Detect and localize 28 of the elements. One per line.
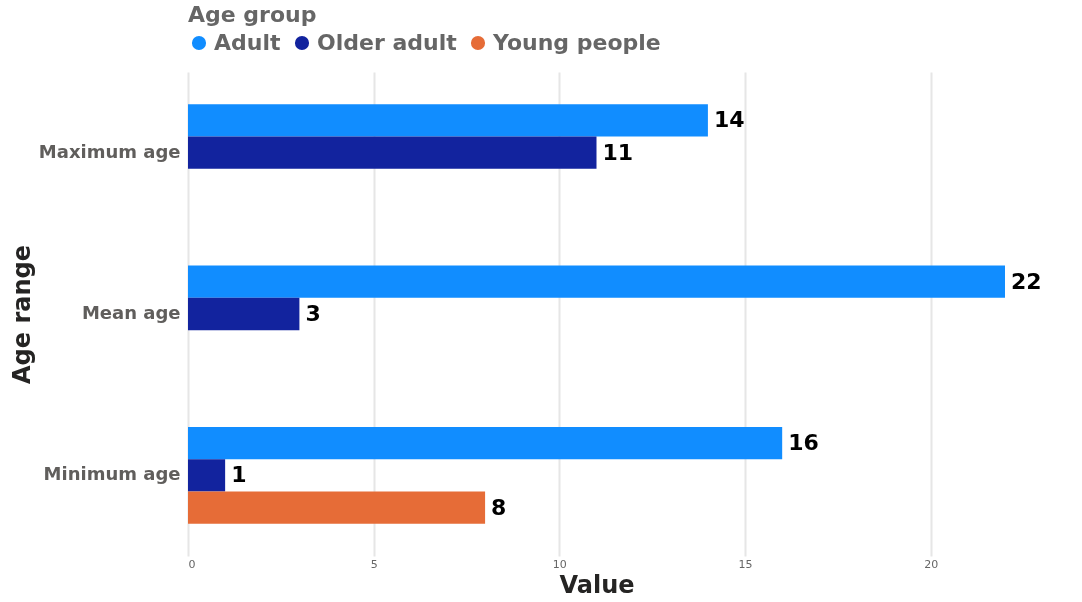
data-label: 8 <box>491 494 507 520</box>
bar <box>188 426 783 460</box>
data-label: 22 <box>1011 268 1042 294</box>
x-tick-label: 0 <box>188 557 196 571</box>
bar <box>188 491 486 524</box>
legend-label: Adult <box>214 30 281 55</box>
x-tick-label: 20 <box>924 557 939 571</box>
bar <box>188 104 708 137</box>
y-tick-label: Mean age <box>81 302 181 323</box>
legend-title: Age group <box>188 2 317 27</box>
legend-label: Young people <box>492 30 661 55</box>
data-label: 11 <box>602 139 634 165</box>
x-tick-label: 10 <box>552 557 567 571</box>
data-label: 3 <box>305 301 321 326</box>
y-tick-label: Maximum age <box>38 140 181 162</box>
legend-label: Older adult <box>317 30 458 55</box>
x-tick-label: 15 <box>738 557 753 571</box>
bar <box>188 297 300 331</box>
x-tick-label: 5 <box>370 557 378 571</box>
bar <box>188 459 226 492</box>
y-tick-label: Minimum age <box>43 463 181 485</box>
bar <box>188 265 1005 298</box>
x-axis-title: Value <box>559 570 635 599</box>
bar <box>188 136 597 169</box>
y-axis-title: Age range <box>7 245 36 384</box>
data-label: 16 <box>788 430 819 456</box>
data-label: 14 <box>713 107 745 133</box>
data-label: 1 <box>231 462 247 488</box>
